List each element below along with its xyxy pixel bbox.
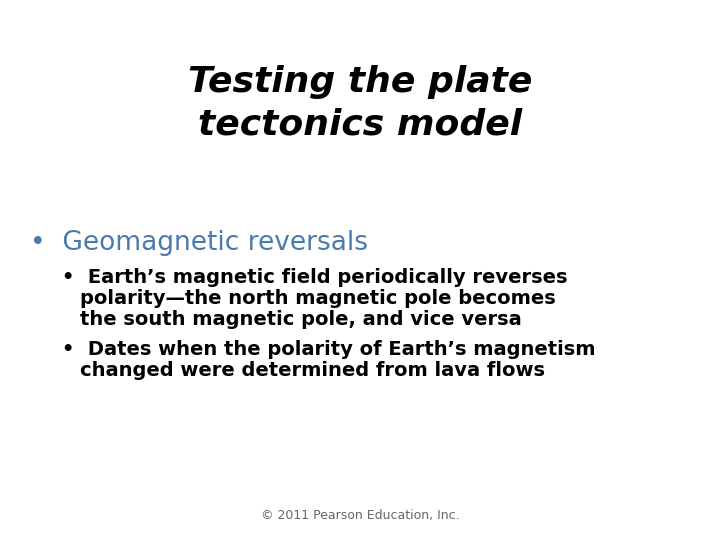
Text: changed were determined from lava flows: changed were determined from lava flows <box>80 361 545 380</box>
Text: the south magnetic pole, and vice versa: the south magnetic pole, and vice versa <box>80 310 522 329</box>
Text: Testing the plate
tectonics model: Testing the plate tectonics model <box>188 65 532 141</box>
Text: polarity—the north magnetic pole becomes: polarity—the north magnetic pole becomes <box>80 289 556 308</box>
Text: •  Geomagnetic reversals: • Geomagnetic reversals <box>30 230 368 256</box>
Text: •  Dates when the polarity of Earth’s magnetism: • Dates when the polarity of Earth’s mag… <box>62 340 595 359</box>
Text: © 2011 Pearson Education, Inc.: © 2011 Pearson Education, Inc. <box>261 509 459 522</box>
Text: •  Earth’s magnetic field periodically reverses: • Earth’s magnetic field periodically re… <box>62 268 567 287</box>
